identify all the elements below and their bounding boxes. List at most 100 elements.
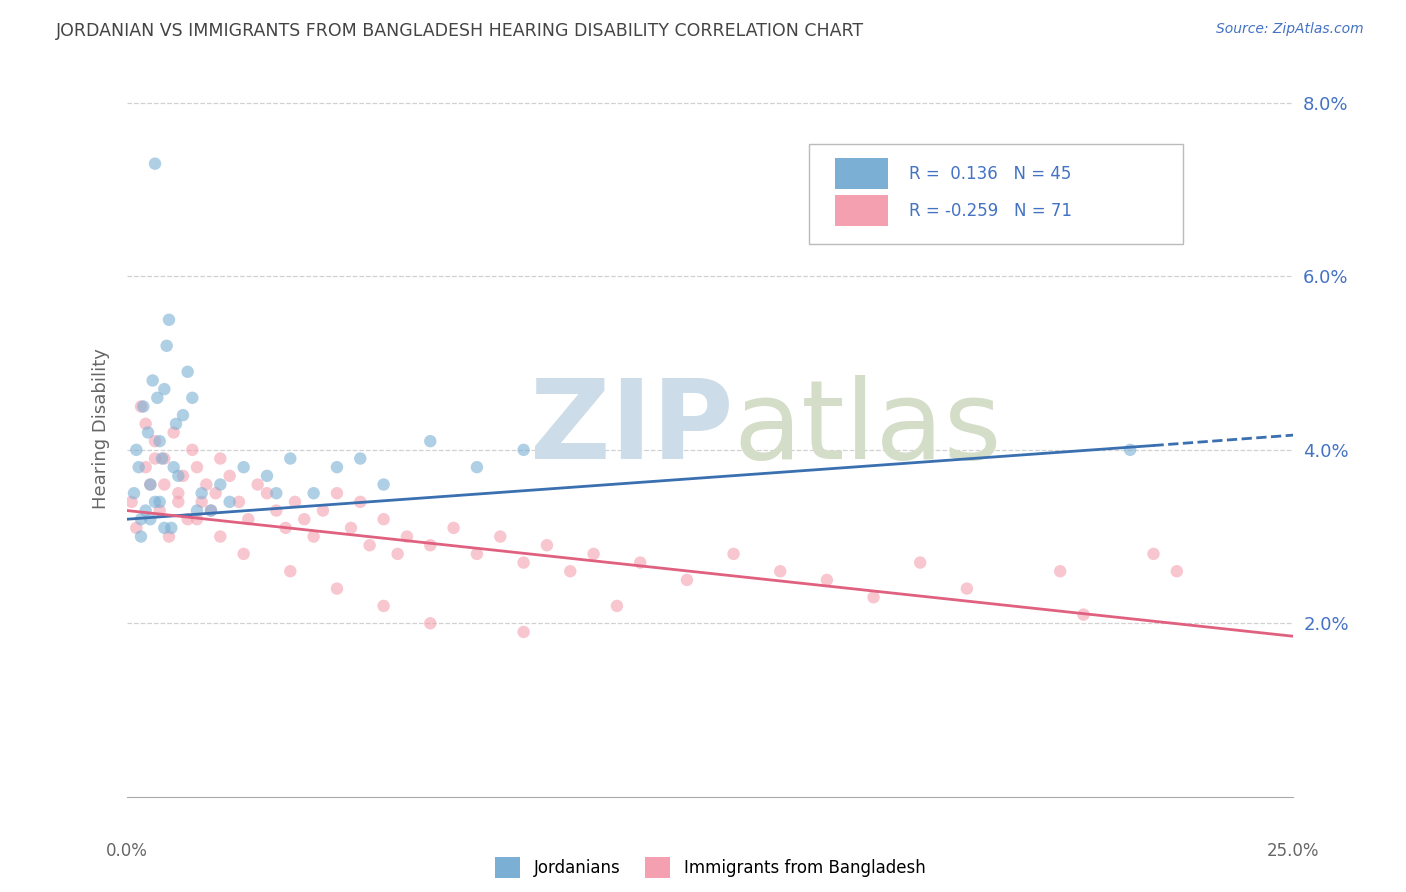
Point bbox=[186, 460, 208, 475]
Point bbox=[149, 503, 172, 517]
Point bbox=[143, 434, 166, 449]
Point bbox=[195, 477, 218, 491]
Point bbox=[340, 521, 363, 535]
Point bbox=[218, 468, 240, 483]
Point bbox=[200, 503, 222, 517]
Point bbox=[628, 556, 651, 570]
Point bbox=[769, 564, 792, 578]
Point bbox=[186, 503, 208, 517]
Point bbox=[536, 538, 558, 552]
Point bbox=[143, 495, 166, 509]
Point bbox=[156, 339, 179, 353]
Point bbox=[512, 624, 534, 639]
Point bbox=[146, 391, 169, 405]
Point bbox=[278, 451, 301, 466]
Point bbox=[419, 538, 441, 552]
Point bbox=[326, 460, 349, 475]
Point bbox=[232, 460, 254, 475]
Point bbox=[302, 530, 325, 544]
Point bbox=[150, 451, 173, 466]
Point bbox=[143, 156, 166, 170]
Point bbox=[128, 460, 150, 475]
Point bbox=[278, 564, 301, 578]
Point bbox=[132, 400, 155, 414]
Point bbox=[143, 451, 166, 466]
Point bbox=[246, 477, 269, 491]
Point bbox=[122, 486, 145, 500]
Point bbox=[326, 582, 349, 596]
Point bbox=[129, 400, 152, 414]
Point bbox=[349, 451, 371, 466]
Point bbox=[908, 556, 931, 570]
Text: 0.0%: 0.0% bbox=[105, 842, 148, 860]
Y-axis label: Hearing Disability: Hearing Disability bbox=[93, 348, 110, 508]
Point bbox=[512, 556, 534, 570]
Point bbox=[200, 503, 222, 517]
Point bbox=[163, 425, 186, 440]
Point bbox=[209, 477, 232, 491]
Point bbox=[167, 468, 190, 483]
Point bbox=[149, 495, 172, 509]
Point bbox=[153, 382, 176, 396]
Point bbox=[157, 530, 180, 544]
Point bbox=[129, 512, 152, 526]
Point bbox=[190, 486, 212, 500]
Point bbox=[512, 442, 534, 457]
Point bbox=[125, 521, 148, 535]
Point bbox=[373, 512, 395, 526]
Point bbox=[465, 547, 488, 561]
Point bbox=[560, 564, 582, 578]
Point bbox=[419, 616, 441, 631]
Point bbox=[302, 486, 325, 500]
Point bbox=[256, 468, 278, 483]
Point bbox=[292, 512, 315, 526]
FancyBboxPatch shape bbox=[810, 145, 1182, 244]
Text: Source: ZipAtlas.com: Source: ZipAtlas.com bbox=[1216, 22, 1364, 37]
Point bbox=[209, 451, 232, 466]
Point bbox=[284, 495, 307, 509]
Point bbox=[186, 512, 208, 526]
Point bbox=[163, 460, 186, 475]
Point bbox=[167, 495, 190, 509]
Point bbox=[465, 460, 488, 475]
Text: ZIP: ZIP bbox=[530, 375, 734, 482]
Text: R = -0.259   N = 71: R = -0.259 N = 71 bbox=[908, 202, 1071, 219]
Text: atlas: atlas bbox=[734, 375, 1002, 482]
Point bbox=[172, 408, 194, 422]
Point bbox=[142, 374, 165, 388]
Legend: Jordanians, Immigrants from Bangladesh: Jordanians, Immigrants from Bangladesh bbox=[488, 851, 932, 884]
Point bbox=[312, 503, 335, 517]
Point bbox=[256, 486, 278, 500]
Point bbox=[676, 573, 699, 587]
Point bbox=[204, 486, 226, 500]
Point bbox=[956, 582, 979, 596]
Text: R =  0.136   N = 45: R = 0.136 N = 45 bbox=[908, 165, 1071, 183]
Point bbox=[176, 365, 198, 379]
Point bbox=[232, 547, 254, 561]
Point bbox=[266, 486, 288, 500]
FancyBboxPatch shape bbox=[835, 159, 887, 189]
Point bbox=[1166, 564, 1188, 578]
Point bbox=[443, 521, 465, 535]
Point bbox=[815, 573, 838, 587]
Point bbox=[489, 530, 512, 544]
Point bbox=[172, 468, 194, 483]
Point bbox=[606, 599, 628, 613]
FancyBboxPatch shape bbox=[835, 195, 887, 227]
Point bbox=[135, 460, 157, 475]
Point bbox=[153, 451, 176, 466]
Point bbox=[228, 495, 250, 509]
Point bbox=[373, 599, 395, 613]
Point bbox=[723, 547, 745, 561]
Point bbox=[190, 495, 212, 509]
Point bbox=[125, 442, 148, 457]
Point bbox=[176, 512, 198, 526]
Point bbox=[373, 477, 395, 491]
Text: 25.0%: 25.0% bbox=[1267, 842, 1320, 860]
Point bbox=[153, 477, 176, 491]
Point bbox=[167, 486, 190, 500]
Point bbox=[419, 434, 441, 449]
Point bbox=[349, 495, 371, 509]
Point bbox=[129, 530, 152, 544]
Point bbox=[387, 547, 409, 561]
